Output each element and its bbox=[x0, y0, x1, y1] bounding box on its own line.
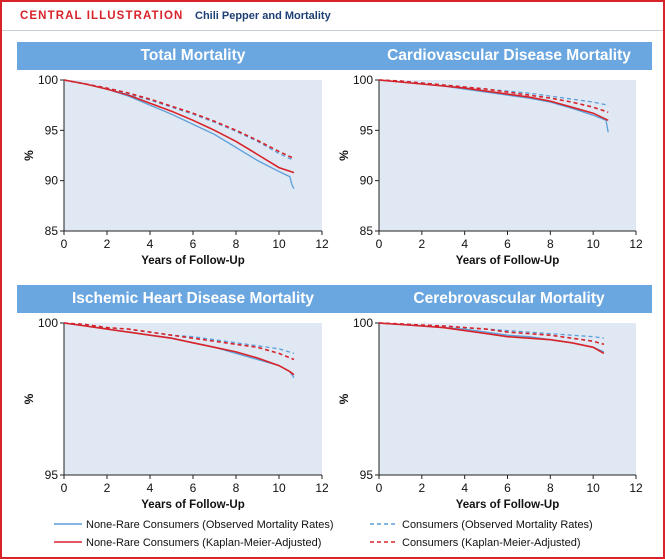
x-tick-label: 8 bbox=[233, 237, 240, 251]
y-tick-label: 95 bbox=[45, 123, 59, 137]
x-tick-label: 10 bbox=[272, 481, 286, 495]
x-tick-label: 0 bbox=[376, 481, 383, 495]
y-tick-label: 95 bbox=[360, 468, 374, 482]
x-tick-label: 10 bbox=[586, 237, 600, 251]
x-tick-label: 8 bbox=[233, 481, 240, 495]
x-axis-title: Years of Follow-Up bbox=[141, 499, 245, 510]
y-tick-label: 95 bbox=[45, 468, 59, 482]
x-tick-label: 0 bbox=[61, 481, 68, 495]
y-tick-label: 100 bbox=[38, 73, 58, 87]
x-tick-label: 2 bbox=[104, 481, 111, 495]
x-tick-label: 12 bbox=[629, 481, 643, 495]
none-rare-series-line bbox=[63, 79, 295, 174]
x-tick-label: 2 bbox=[418, 481, 425, 495]
none-rare-series-line bbox=[378, 322, 605, 355]
legend-swatch bbox=[370, 523, 398, 525]
none-rare-series-line bbox=[63, 322, 295, 376]
consumers-series-line bbox=[378, 322, 604, 339]
y-tick-label: 85 bbox=[360, 224, 374, 238]
x-tick-label: 4 bbox=[461, 481, 468, 495]
y-tick-label: 90 bbox=[45, 174, 59, 188]
legend-item: Consumers (Observed Mortality Rates) bbox=[370, 517, 660, 535]
consumers-series-line bbox=[378, 79, 609, 106]
y-tick-label: 100 bbox=[353, 73, 373, 87]
consumers-series-line bbox=[63, 79, 295, 160]
legend-label: None-Rare Consumers (Kaplan-Meier-Adjust… bbox=[86, 537, 322, 549]
x-tick-label: 6 bbox=[190, 481, 197, 495]
x-axis-title: Years of Follow-Up bbox=[456, 255, 560, 267]
x-tick-label: 8 bbox=[547, 481, 554, 495]
x-tick-label: 6 bbox=[190, 237, 197, 251]
x-axis-title: Years of Follow-Up bbox=[456, 499, 560, 510]
x-tick-label: 6 bbox=[504, 481, 511, 495]
consumers-series-line bbox=[63, 322, 295, 361]
illustration-title: Chili Pepper and Mortality bbox=[195, 10, 331, 22]
y-tick-label: 95 bbox=[360, 123, 374, 137]
legend-label: Consumers (Kaplan-Meier-Adjusted) bbox=[402, 537, 581, 549]
x-tick-label: 0 bbox=[376, 237, 383, 251]
consumers-series-line bbox=[378, 79, 609, 113]
legend-swatch bbox=[54, 523, 82, 525]
x-tick-label: 12 bbox=[629, 237, 643, 251]
x-tick-label: 6 bbox=[504, 237, 511, 251]
legend-label: Consumers (Observed Mortality Rates) bbox=[402, 519, 593, 531]
consumers-series-line bbox=[63, 79, 295, 162]
legend-item: None-Rare Consumers (Kaplan-Meier-Adjust… bbox=[54, 535, 344, 553]
header-bar: CENTRAL ILLUSTRATION Chili Pepper and Mo… bbox=[2, 2, 663, 31]
x-axis-title: Years of Follow-Up bbox=[141, 255, 245, 267]
legend-item: None-Rare Consumers (Observed Mortality … bbox=[54, 517, 344, 535]
panel-title-total-mortality: Total Mortality bbox=[17, 42, 369, 70]
plot-area bbox=[64, 323, 322, 475]
panel-title-cerebrovascular-mortality: Cerebrovascular Mortality bbox=[366, 285, 652, 313]
y-axis-title: % bbox=[22, 393, 36, 404]
panel-title-cvd-mortality: Cardiovascular Disease Mortality bbox=[366, 42, 652, 70]
y-axis-title: % bbox=[337, 393, 351, 404]
plot-area bbox=[379, 323, 636, 475]
x-tick-label: 8 bbox=[547, 237, 554, 251]
consumers-series-line bbox=[378, 322, 605, 346]
legend: None-Rare Consumers (Observed Mortality … bbox=[2, 510, 663, 556]
illustration-label: CENTRAL ILLUSTRATION bbox=[20, 10, 184, 22]
x-tick-label: 2 bbox=[104, 237, 111, 251]
x-tick-label: 0 bbox=[61, 237, 68, 251]
y-axis-title: % bbox=[337, 150, 351, 161]
none-rare-series-line bbox=[378, 79, 609, 122]
y-axis-title: % bbox=[22, 150, 36, 161]
x-tick-label: 4 bbox=[147, 481, 154, 495]
plot-area bbox=[379, 80, 636, 231]
x-tick-label: 12 bbox=[315, 481, 329, 495]
x-tick-label: 2 bbox=[418, 237, 425, 251]
y-tick-label: 90 bbox=[360, 174, 374, 188]
legend-swatch bbox=[54, 541, 82, 543]
x-tick-label: 4 bbox=[147, 237, 154, 251]
plot-area bbox=[64, 80, 322, 231]
x-tick-label: 4 bbox=[461, 237, 468, 251]
y-tick-label: 85 bbox=[45, 224, 59, 238]
x-tick-label: 10 bbox=[272, 237, 286, 251]
legend-item: Consumers (Kaplan-Meier-Adjusted) bbox=[370, 535, 660, 553]
panel-title-ihd-mortality: Ischemic Heart Disease Mortality bbox=[17, 285, 369, 313]
y-tick-label: 100 bbox=[353, 316, 373, 330]
legend-swatch bbox=[370, 541, 398, 543]
x-tick-label: 10 bbox=[586, 481, 600, 495]
y-tick-label: 100 bbox=[38, 316, 58, 330]
x-tick-label: 12 bbox=[315, 237, 329, 251]
legend-label: None-Rare Consumers (Observed Mortality … bbox=[86, 519, 334, 531]
